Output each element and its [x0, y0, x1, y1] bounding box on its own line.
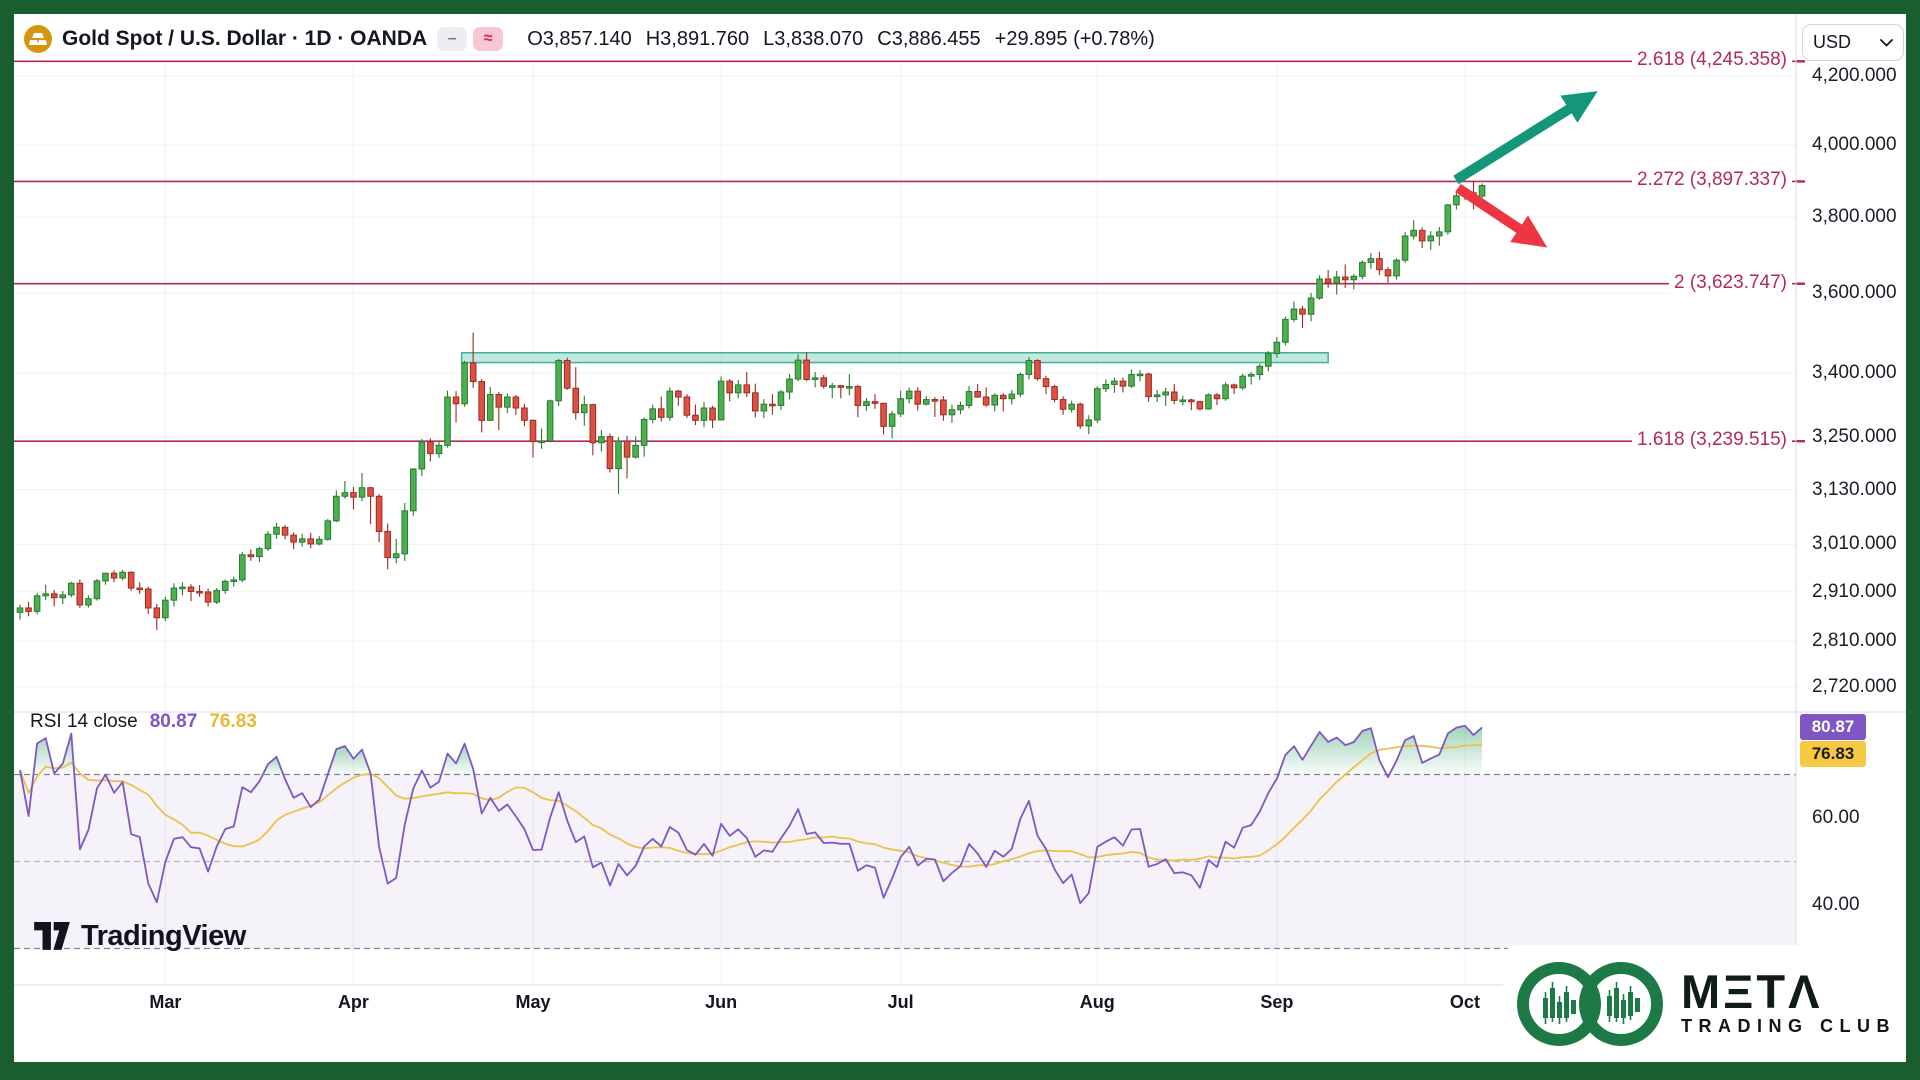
gold-symbol-icon — [24, 25, 52, 53]
price-tick-label: 4,200.000 — [1812, 65, 1897, 87]
chart-canvas[interactable] — [14, 14, 1906, 1062]
fib-level-label: 2 (3,623.747) — [1668, 271, 1792, 294]
rsi-level-label: 40.00 — [1812, 894, 1860, 915]
hide-indicator-icon[interactable]: – — [437, 27, 468, 51]
month-label: Aug — [1079, 992, 1115, 1012]
price-tick-label: 3,800.000 — [1812, 205, 1897, 227]
fib-level-label: 2.618 (4,245.358) — [1631, 49, 1792, 72]
low-value: L3,838.070 — [763, 27, 864, 50]
price-tick-label: 4,000.000 — [1812, 133, 1897, 155]
bullish-arrow — [1453, 91, 1598, 185]
ohlc-readout: O3,857.140 H3,891.760 L3,838.070 C3,886.… — [527, 28, 1155, 51]
symbol-header: Gold Spot / U.S. Dollar · 1D · OANDA – ≈… — [24, 20, 1155, 58]
symbol-title[interactable]: Gold Spot / U.S. Dollar · 1D · OANDA — [62, 27, 428, 50]
meta-wordmark: MΞTΛ — [1681, 965, 1823, 1018]
price-tick-label: 3,400.000 — [1812, 362, 1897, 384]
wave-indicator-icon[interactable]: ≈ — [473, 27, 504, 51]
month-label: Jul — [887, 992, 914, 1012]
month-label: Sep — [1260, 992, 1294, 1012]
trading-club-wordmark: TRADING CLUB — [1681, 1016, 1896, 1036]
chevron-down-icon — [1880, 38, 1893, 47]
price-tick-label: 3,600.000 — [1812, 281, 1897, 303]
meta-trading-club-logo: MΞTΛ TRADING CLUB — [1503, 945, 1906, 1062]
month-label: May — [515, 992, 551, 1012]
price-tick-label: 3,250.000 — [1812, 425, 1897, 447]
month-label: Oct — [1449, 992, 1480, 1012]
close-value: C3,886.455 — [877, 27, 981, 50]
month-label: Mar — [149, 992, 182, 1012]
high-value: H3,891.760 — [645, 27, 750, 50]
month-label: Apr — [337, 992, 369, 1012]
candles[interactable] — [16, 181, 1486, 631]
rsi-ma-last-value: 76.83 — [209, 711, 257, 732]
price-tick-label: 3,130.000 — [1812, 478, 1897, 500]
fib-level-label: 2.272 (3,897.337) — [1631, 169, 1792, 192]
rsi-level-label: 60.00 — [1812, 807, 1860, 828]
currency-dropdown[interactable]: USD — [1802, 24, 1904, 61]
price-tick-label: 3,010.000 — [1812, 533, 1897, 555]
tradingview-mark-icon — [34, 922, 70, 950]
tradingview-logo[interactable]: TradingView — [32, 920, 246, 953]
rsi-last-value: 80.87 — [149, 711, 198, 732]
rsi-title: RSI 14 close — [30, 711, 138, 732]
currency-value: USD — [1813, 32, 1852, 52]
chart-app: Gold Spot / U.S. Dollar · 1D · OANDA – ≈… — [14, 14, 1906, 1062]
price-tick-label: 2,910.000 — [1812, 580, 1897, 602]
fib-level-label: 1.618 (3,239.515) — [1631, 429, 1792, 452]
bearish-arrow[interactable] — [1455, 183, 1548, 248]
open-value: O3,857.140 — [527, 27, 632, 50]
tradingview-wordmark: TradingView — [81, 920, 246, 952]
price-tick-label: 2,720.000 — [1812, 675, 1897, 697]
month-label: Jun — [705, 992, 738, 1012]
rsi-value-badge: 80.87 — [1800, 714, 1866, 740]
rsi-ma-value-badge: 76.83 — [1800, 741, 1866, 767]
resistance-zone[interactable] — [460, 352, 1329, 364]
rsi-legend[interactable]: RSI 14 close 80.87 76.83 — [30, 711, 257, 733]
infinity-chart-icon — [1517, 961, 1663, 1046]
price-tick-label: 2,810.000 — [1812, 630, 1897, 652]
change-value: +29.895 (+0.78%) — [994, 27, 1155, 50]
